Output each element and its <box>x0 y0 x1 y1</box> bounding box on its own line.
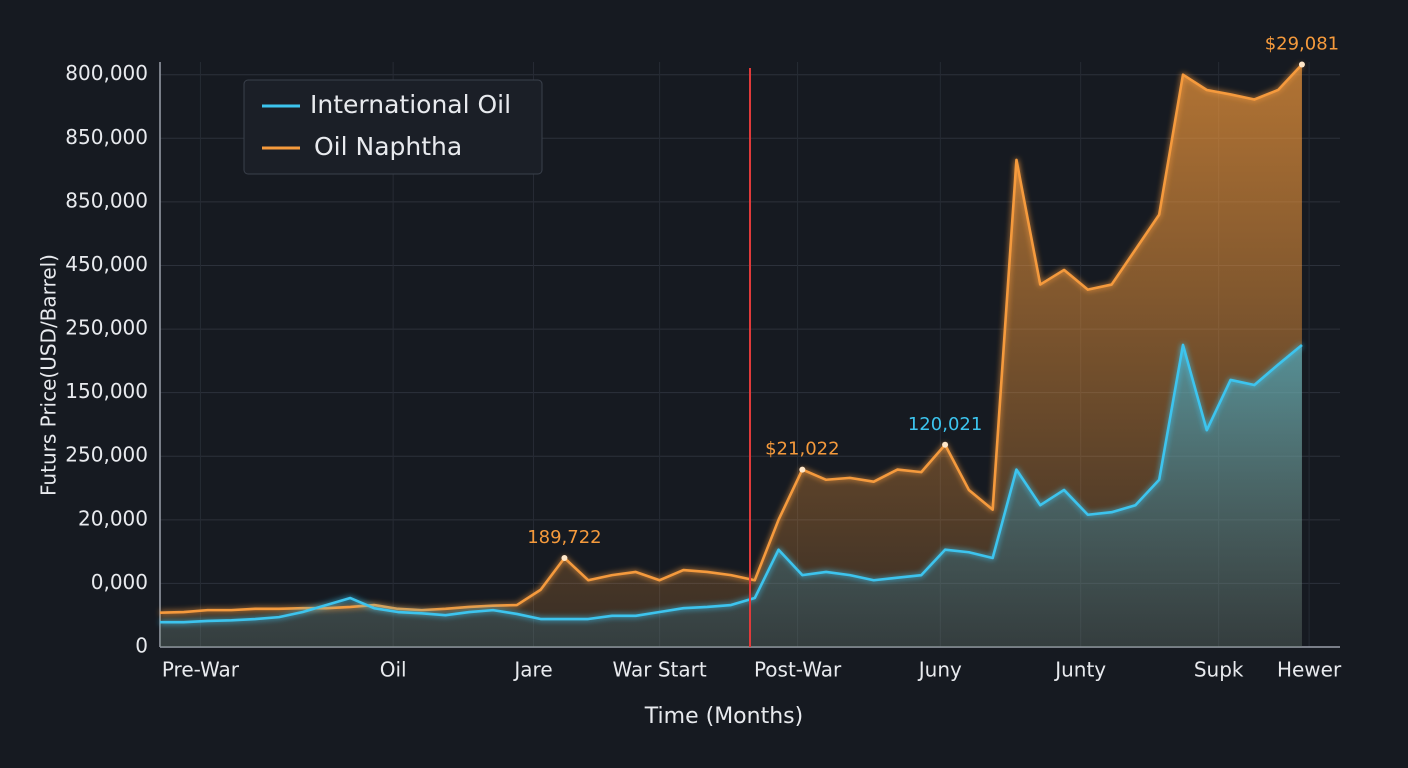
y-tick-label: 250,000 <box>65 443 148 467</box>
y-tick-label: 800,000 <box>65 61 148 85</box>
annotation: 120,021 <box>908 414 982 435</box>
x-tick-label: Jare <box>512 658 552 682</box>
x-tick-label: Pre-War <box>162 658 240 682</box>
y-tick-label: 250,000 <box>65 316 148 340</box>
legend-box <box>243 79 543 175</box>
legend-label: Oil Naphtha <box>314 132 462 161</box>
y-tick-label: 450,000 <box>65 252 148 276</box>
y-tick-label: 20,000 <box>78 506 148 530</box>
x-tick-label: Post-War <box>754 658 842 682</box>
x-tick-label: Supk <box>1194 658 1244 682</box>
y-tick-label: 0,000 <box>91 570 148 594</box>
annotation-dot <box>561 554 568 561</box>
y-axis-label: Futurs Price(USD/Barrel) <box>37 254 61 496</box>
annotation-dot <box>799 466 806 473</box>
annotation: $29,081 <box>1265 34 1339 55</box>
y-tick-label: 0 <box>135 634 148 658</box>
y-tick-label: 150,000 <box>65 379 148 403</box>
x-tick-label: Junty <box>1053 658 1106 682</box>
annotation: $21,022 <box>765 439 839 460</box>
y-tick-label: 850,000 <box>65 125 148 149</box>
line <box>159 63 1303 614</box>
annotation: 189,722 <box>527 527 601 548</box>
x-tick-label: Oil <box>380 658 407 682</box>
annotation-dot <box>1298 61 1305 68</box>
x-tick-label: War Start <box>612 658 706 682</box>
legend-label: International Oil <box>310 90 511 119</box>
legend: International Oil Oil Naphtha <box>243 79 543 175</box>
x-axis-label: Time (Months) <box>644 704 803 729</box>
x-tick-label: Juny <box>917 658 962 682</box>
area <box>160 344 1302 647</box>
annotation-dot <box>942 441 949 448</box>
line <box>160 343 1303 624</box>
y-tick-label: 850,000 <box>65 188 148 212</box>
x-tick-label: Hewer <box>1277 658 1342 682</box>
